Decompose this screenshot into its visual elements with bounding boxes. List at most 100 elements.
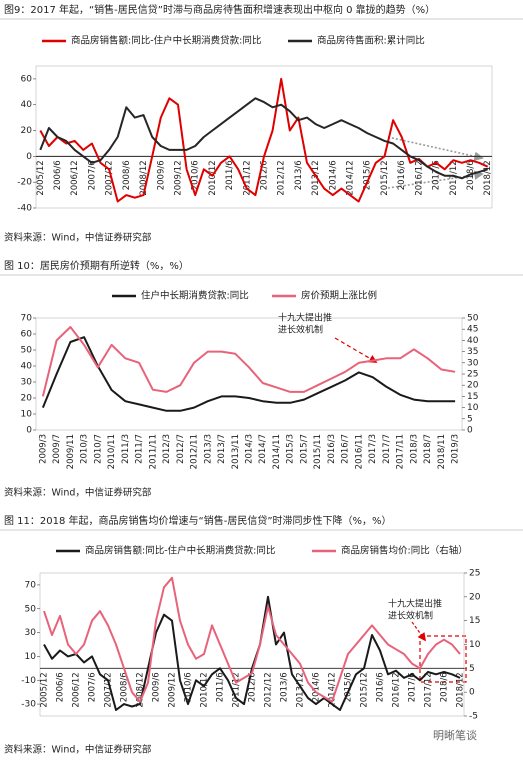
x-tick-label: 2018/6 — [466, 160, 476, 190]
y-tick-label: 60 — [21, 330, 33, 340]
x-tick-label: 2014/7 — [258, 434, 268, 464]
x-tick-label: 2011/11 — [148, 434, 158, 469]
x-tick-label: 2009/11 — [66, 434, 76, 469]
plot-frame — [35, 65, 493, 209]
x-tick-label: 2018/12 — [483, 160, 493, 195]
y2-tick-label: 45 — [467, 325, 478, 335]
y2-tick-label: 15 — [467, 392, 478, 402]
x-tick-label: 2009/7 — [52, 434, 62, 464]
x-tick-label: 2017/12 — [449, 160, 459, 195]
x-tick-label: 2015/6 — [363, 160, 373, 190]
series-line — [41, 326, 456, 397]
x-tick-label: 2010/11 — [107, 434, 117, 469]
x-tick-label: 2016/7 — [341, 434, 351, 464]
annotation: 十九大提出推 — [388, 598, 442, 610]
x-tick-label: 2012/12 — [277, 160, 287, 195]
plot-frame — [35, 317, 463, 431]
annotation: 十九大提出推 — [278, 312, 332, 324]
x-tick-label: 2008/12 — [136, 672, 146, 707]
y-tick-label: 60 — [21, 74, 33, 84]
x-tick-label: 2014/3 — [245, 434, 255, 464]
x-tick-label: 2011/6 — [216, 672, 226, 702]
x-tick-label: 2015/3 — [286, 434, 296, 464]
chart-title: 图9：2017 年起，“销售-居民信贷”时滞与商品房待售面积增速表现出中枢向 0… — [4, 3, 435, 16]
x-tick-label: 2013/6 — [280, 672, 290, 702]
watermark: 明晰笔谈 — [433, 728, 477, 742]
y-tick-label: -10 — [21, 676, 36, 686]
x-tick-label: 2011/6 — [225, 160, 235, 190]
highlight-box — [419, 635, 467, 683]
y2-tick-label: 40 — [467, 336, 479, 346]
x-tick-label: 2011/12 — [232, 672, 242, 707]
x-tick-label: 2014/6 — [328, 160, 338, 190]
y2-tick-label: 35 — [467, 347, 478, 357]
x-tick-label: 2018/11 — [437, 434, 447, 469]
x-tick-label: 2017/7 — [382, 434, 392, 464]
x-tick-label: 2013/12 — [296, 672, 306, 707]
x-tick-label: 2013/6 — [294, 160, 304, 190]
x-tick-label: 2016/6 — [376, 672, 386, 702]
x-tick-label: 2008/6 — [120, 672, 130, 702]
x-tick-label: 2017/3 — [368, 434, 378, 464]
x-tick-label: 2014/6 — [312, 672, 322, 702]
y2-tick-label: 50 — [467, 314, 479, 324]
annotation-arrow — [334, 337, 378, 363]
y-tick-label: 30 — [21, 378, 33, 388]
y-tick-label: 40 — [21, 100, 33, 110]
x-tick-label: 2005/12 — [36, 160, 46, 195]
chart-title: 图 11：2018 年起，商品房销售均价增速与“销售-居民信贷”时滞同步性下降（… — [4, 514, 392, 527]
x-tick-label: 2014/11 — [272, 434, 282, 469]
y-tick-label: -30 — [21, 700, 36, 710]
x-tick-label: 2018/7 — [423, 434, 433, 464]
y2-tick-label: 20 — [469, 592, 481, 602]
x-tick-label: 2013/7 — [217, 434, 227, 464]
y-tick-label: 70 — [25, 580, 37, 590]
y-tick-label: -40 — [17, 204, 32, 214]
x-tick-label: 2007/12 — [104, 672, 114, 707]
y-tick-label: 30 — [25, 628, 37, 638]
x-tick-label: 2005/12 — [40, 672, 50, 707]
legend-label: 商品房销售额:同比-住户中长期消费贷款:同比 — [71, 35, 261, 47]
annotation: 进长效机制 — [278, 324, 323, 336]
x-tick-label: 2012/6 — [260, 160, 270, 190]
x-tick-label: 2016/11 — [354, 434, 364, 469]
x-tick-label: 2014/12 — [328, 672, 338, 707]
series-line — [39, 97, 488, 180]
y-tick-label: 70 — [21, 314, 33, 324]
legend-label: 住户中长期消费贷款:同比 — [141, 290, 249, 302]
x-tick-label: 2018/3 — [409, 434, 419, 464]
annotation: 进长效机制 — [388, 610, 433, 622]
x-tick-label: 2006/12 — [70, 160, 80, 195]
series-line — [39, 77, 489, 203]
x-tick-label: 2010/7 — [93, 434, 103, 464]
x-tick-label: 2006/6 — [56, 672, 66, 702]
x-tick-label: 2016/12 — [392, 672, 402, 707]
x-tick-label: 2017/11 — [396, 434, 406, 469]
x-tick-label: 2007/12 — [105, 160, 115, 195]
series-line — [43, 595, 461, 711]
x-tick-label: 2008/12 — [139, 160, 149, 195]
y2-tick-label: 15 — [469, 616, 480, 626]
x-tick-label: 2007/6 — [87, 160, 97, 190]
x-tick-label: 2012/3 — [162, 434, 172, 464]
y2-tick-label: 5 — [467, 414, 473, 424]
x-tick-label: 2012/7 — [176, 434, 186, 464]
x-tick-label: 2014/12 — [346, 160, 356, 195]
legend-label: 商品房销售额:同比-住户中长期消费贷款:同比 — [85, 545, 275, 557]
x-tick-label: 2010/12 — [200, 672, 210, 707]
x-tick-label: 2017/12 — [424, 672, 434, 707]
series-line — [43, 576, 461, 703]
x-tick-label: 2017/6 — [408, 672, 418, 702]
x-tick-label: 2009/6 — [156, 160, 166, 190]
x-tick-label: 2017/6 — [432, 160, 442, 190]
x-tick-label: 2012/12 — [264, 672, 274, 707]
y2-tick-label: 0 — [467, 426, 473, 436]
x-tick-label: 2013/3 — [203, 434, 213, 464]
x-tick-label: 2019/3 — [451, 434, 461, 464]
x-tick-label: 2016/3 — [327, 434, 337, 464]
source-note: 资料来源：Wind，中信证券研究部 — [4, 744, 151, 756]
x-tick-label: 2016/12 — [414, 160, 424, 195]
x-tick-label: 2010/12 — [208, 160, 218, 195]
y2-tick-label: 20 — [467, 381, 479, 391]
